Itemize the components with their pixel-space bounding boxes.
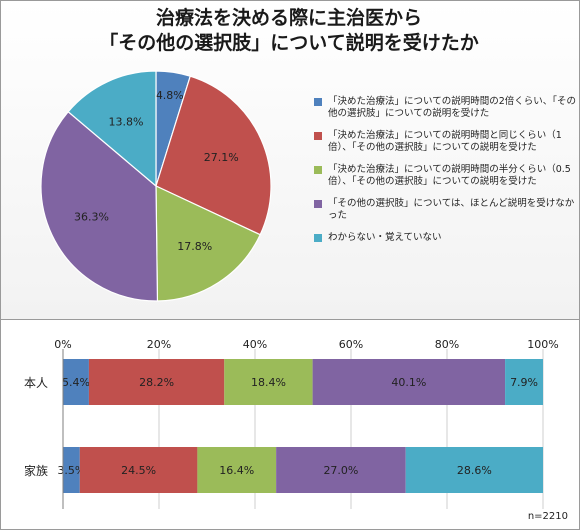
stacked-bar-chart: 0% 20% 40% 60% 80% 100% 本人 5.4% 28.2% 18.4% 40.1% 7… xyxy=(24,338,559,509)
legend-item: 「決めた治療法」についての説明時間と同じくらい（1倍）、「その他の選択肢」につい… xyxy=(314,130,576,154)
bar-value-label: 7.9% xyxy=(510,376,538,389)
bar-segment xyxy=(63,359,89,405)
pie-slice-label: 13.8% xyxy=(109,115,144,128)
chart-title-line-1: 治療法を決める際に主治医から xyxy=(155,7,422,29)
bar-segment xyxy=(197,447,277,493)
bar-value-label: 16.4% xyxy=(219,464,254,477)
bar-segment xyxy=(312,359,506,405)
pie-slice xyxy=(155,75,272,236)
x-tick-label: 100% xyxy=(527,338,558,351)
x-tick-label: 80% xyxy=(435,338,459,351)
bar-value-label: 24.5% xyxy=(121,464,156,477)
bar-segment xyxy=(276,447,406,493)
legend-item: わからない・覚えていない xyxy=(314,232,576,244)
bar-value-label: 28.2% xyxy=(139,376,174,389)
bar-value-label: 40.1% xyxy=(391,376,426,389)
legend-label: わからない・覚えていない xyxy=(328,232,442,243)
pie-slice-label: 27.1% xyxy=(204,151,239,164)
legend-item: 「決めた治療法」についての説明時間の2倍くらい、「その他の選択肢」についての説明… xyxy=(314,96,576,120)
pie-chart: 4.8% 27.1% 17.8% 36.3% 13.8% xyxy=(40,70,272,302)
legend-swatch xyxy=(314,166,322,174)
pie-slice-label: 4.8% xyxy=(156,89,184,102)
chart-title-line-2: 「その他の選択肢」について説明を受けたか xyxy=(99,32,479,54)
category-label: 家族 xyxy=(24,463,48,478)
x-tick-label: 20% xyxy=(147,338,171,351)
bar-value-label: 18.4% xyxy=(251,376,286,389)
x-tick-label: 0% xyxy=(54,338,71,351)
chart-title: 治療法を決める際に主治医から 「その他の選択肢」について説明を受けたか xyxy=(0,6,578,56)
legend-label: 「決めた治療法」についての説明時間の2倍くらい、「その他の選択肢」についての説明… xyxy=(328,96,577,119)
pie-slice xyxy=(40,110,159,302)
bar-value-label: 27.0% xyxy=(323,464,358,477)
legend-item: 「その他の選択肢」については、ほとんど説明を受けなかった xyxy=(314,198,576,222)
bar-segment xyxy=(79,447,198,493)
bar-segment xyxy=(63,447,80,493)
x-tick-label: 60% xyxy=(339,338,363,351)
bar-value-label: 3.5% xyxy=(57,464,85,477)
bar-segment xyxy=(505,359,543,405)
legend-label: 「決めた治療法」についての説明時間の半分くらい（0.5倍）、「その他の選択肢」に… xyxy=(328,164,571,187)
legend-label: 「決めた治療法」についての説明時間と同じくらい（1倍）、「その他の選択肢」につい… xyxy=(328,130,562,153)
legend-item: 「決めた治療法」についての説明時間の半分くらい（0.5倍）、「その他の選択肢」に… xyxy=(314,164,576,188)
legend-label: 「その他の選択肢」については、ほとんど説明を受けなかった xyxy=(328,198,575,221)
legend-swatch xyxy=(314,200,322,208)
pie-slice xyxy=(155,185,261,302)
legend-swatch xyxy=(314,98,322,106)
bar-segment xyxy=(405,447,543,493)
legend: 「決めた治療法」についての説明時間の2倍くらい、「その他の選択肢」についての説明… xyxy=(314,96,576,254)
category-label: 本人 xyxy=(24,376,48,390)
bar-value-label: 28.6% xyxy=(457,464,492,477)
bar-segment xyxy=(224,359,313,405)
bar-segment xyxy=(88,359,225,405)
bar-panel xyxy=(1,320,579,529)
sample-size-note: n=2210 xyxy=(527,511,568,522)
legend-swatch xyxy=(314,234,322,242)
legend-swatch xyxy=(314,132,322,140)
pie-slice-label: 17.8% xyxy=(177,240,212,253)
pie-slice-label: 36.3% xyxy=(74,210,109,223)
x-tick-label: 40% xyxy=(243,338,267,351)
bar-value-label: 5.4% xyxy=(62,376,90,389)
pie-slice xyxy=(67,70,157,188)
